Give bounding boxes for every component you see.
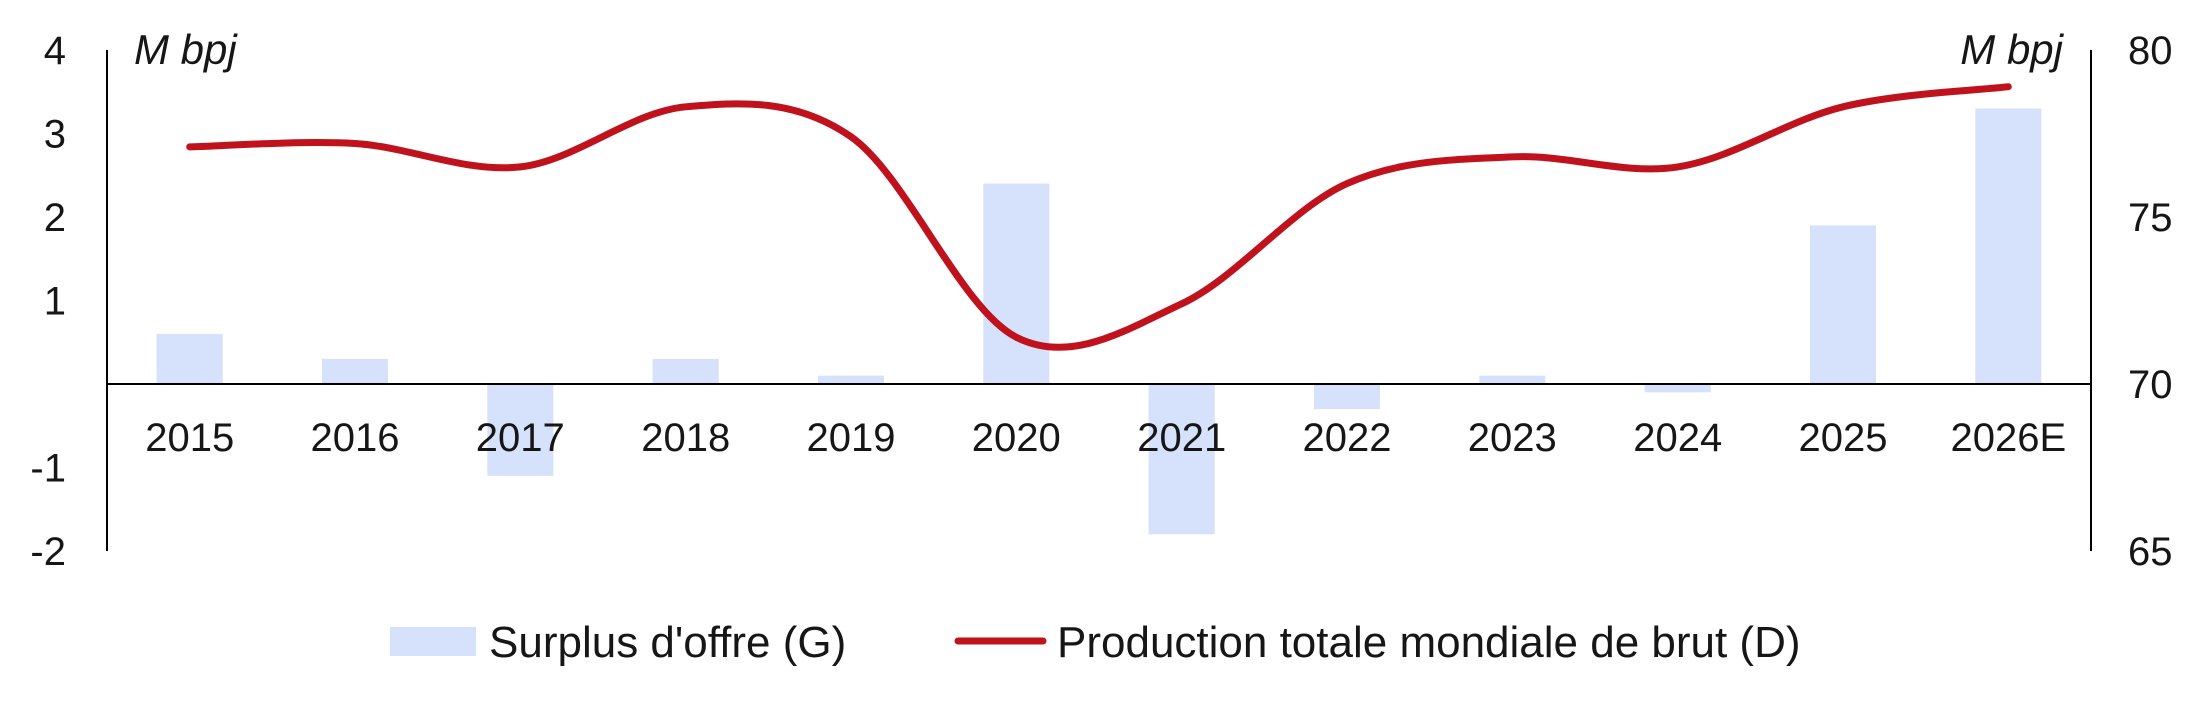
category-label-2016: 2016 [311,416,400,460]
left-tick-label-neg2: -2 [30,530,66,574]
right-tick-label-70: 70 [2128,363,2173,407]
left-tick-label-3: 3 [44,113,66,157]
category-label-2022: 2022 [1303,416,1392,460]
bar-2026e [1975,108,2042,384]
bar-2015 [156,333,223,384]
category-label-2017: 2017 [476,416,565,460]
bar-2022 [1313,384,1380,410]
legend-swatch-bar [390,627,476,656]
legend-label-production: Production totale mondiale de brut (D) [1057,618,1801,667]
category-label-2023: 2023 [1468,416,1557,460]
category-label-2018: 2018 [641,416,730,460]
category-label-2025: 2025 [1799,416,1888,460]
labels-layer: 2015 2016 2017 2018 2019 2020 2021 2022 2023 2024… [30,29,2172,574]
bar-2018 [652,358,719,384]
bars-layer [156,108,2042,535]
right-axis-unit-label: M bpj [1960,26,2064,73]
bar-2024 [1644,384,1711,393]
category-label-2020: 2020 [972,416,1061,460]
category-label-2015: 2015 [145,416,234,460]
right-tick-label-80: 80 [2128,29,2173,73]
bar-2020 [983,183,1050,384]
bar-2017 [487,384,554,476]
left-tick-label-4: 4 [44,29,66,73]
category-label-2021: 2021 [1137,416,1226,460]
right-tick-label-65: 65 [2128,530,2173,574]
left-tick-label-1: 1 [44,280,66,324]
production-line [186,83,2012,351]
left-tick-label-2: 2 [44,196,66,240]
bar-2025 [1809,225,1876,384]
bar-2019 [817,375,884,384]
legend-item-surplus: Surplus d'offre (G) [390,618,846,667]
bar-2021 [1148,384,1215,535]
line-layer [186,83,2012,351]
category-label-2024: 2024 [1633,416,1722,460]
category-label-2026e: 2026E [1950,416,2066,460]
left-axis-unit-label: M bpj [134,26,238,73]
legend-item-production: Production totale mondiale de brut (D) [954,618,1801,667]
left-tick-label-neg1: -1 [30,447,66,491]
axes-layer [106,50,2092,551]
right-tick-label-75: 75 [2128,196,2173,240]
bar-2016 [321,358,388,384]
category-label-2019: 2019 [807,416,896,460]
legend: Surplus d'offre (G) Production totale mo… [390,618,1801,667]
legend-label-surplus: Surplus d'offre (G) [489,618,846,667]
bar-2023 [1479,375,1546,384]
